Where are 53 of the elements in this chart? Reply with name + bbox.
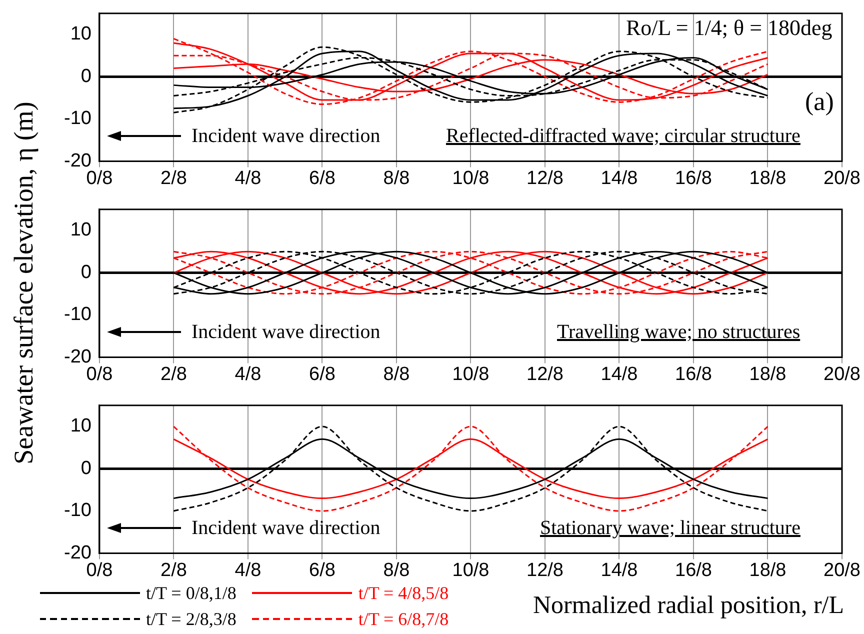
x-tick-label: 6/8 — [309, 168, 336, 189]
x-tick-label: 10/8 — [452, 364, 490, 385]
x-tick-label: 12/8 — [526, 364, 564, 385]
x-tick-label: 12/8 — [526, 168, 564, 189]
x-tick-label: 16/8 — [675, 560, 712, 581]
y-tick-label: -10 — [64, 304, 92, 326]
x-tick-label: 6/8 — [309, 560, 336, 581]
annotation: Ro/L = 1/4; θ = 180deg — [626, 15, 832, 40]
annotation: Stationary wave; linear structure — [540, 516, 800, 539]
x-tick-label: 10/8 — [452, 168, 490, 189]
annotation: (a) — [805, 86, 834, 116]
x-tick-label: 10/8 — [452, 560, 490, 581]
y-axis-title: Seawater surface elevation, η (m) — [8, 102, 40, 465]
x-tick-label: 16/8 — [675, 168, 712, 189]
x-tick-label: 8/8 — [383, 364, 410, 385]
x-tick-label: 8/8 — [383, 560, 410, 581]
annotation: Incident wave direction — [191, 516, 380, 539]
x-tick-label: 18/8 — [749, 364, 786, 385]
x-tick-label: 18/8 — [749, 168, 786, 189]
x-tick-label: 20/8 — [824, 364, 860, 385]
annotation: Incident wave direction — [191, 124, 380, 147]
x-tick-label: 2/8 — [160, 364, 187, 385]
x-tick-label: 2/8 — [160, 168, 187, 189]
annotation: Incident wave direction — [191, 320, 380, 343]
annotation: Reflected-diffracted wave; circular structure — [446, 124, 800, 147]
x-tick-label: 16/8 — [675, 364, 712, 385]
y-tick-label: 10 — [70, 24, 92, 45]
y-tick-label: 10 — [70, 416, 92, 437]
x-tick-label: 14/8 — [600, 168, 638, 189]
x-tick-label: 14/8 — [600, 560, 638, 581]
legend-label: t/T = 4/8,5/8 — [358, 582, 449, 604]
annotation: Travelling wave; no structures — [557, 320, 800, 343]
y-tick-label: 0 — [80, 458, 92, 479]
x-tick-label: 2/8 — [160, 560, 187, 581]
x-tick-label: 4/8 — [234, 560, 262, 581]
x-tick-label: 4/8 — [234, 168, 262, 189]
legend-label: t/T = 2/8,3/8 — [146, 608, 236, 630]
legend-label: t/T = 0/8,1/8 — [146, 582, 236, 604]
x-tick-label: 20/8 — [824, 560, 860, 581]
x-axis-title: Normalized radial position, r/L — [533, 592, 844, 620]
x-tick-label: 14/8 — [600, 364, 638, 385]
y-tick-label: -10 — [64, 108, 92, 130]
x-tick-label: 6/8 — [309, 364, 336, 385]
x-tick-label: 18/8 — [749, 560, 786, 581]
legend-label: t/T = 6/8,7/8 — [358, 608, 449, 630]
y-tick-label: 0 — [80, 262, 92, 283]
x-tick-label: 12/8 — [526, 560, 564, 581]
y-tick-label: -10 — [64, 500, 92, 522]
x-tick-label: 20/8 — [824, 168, 860, 189]
y-tick-label: 0 — [80, 66, 92, 87]
x-tick-label: 4/8 — [234, 364, 262, 385]
y-tick-label: 10 — [70, 220, 92, 241]
x-tick-label: 8/8 — [383, 168, 410, 189]
